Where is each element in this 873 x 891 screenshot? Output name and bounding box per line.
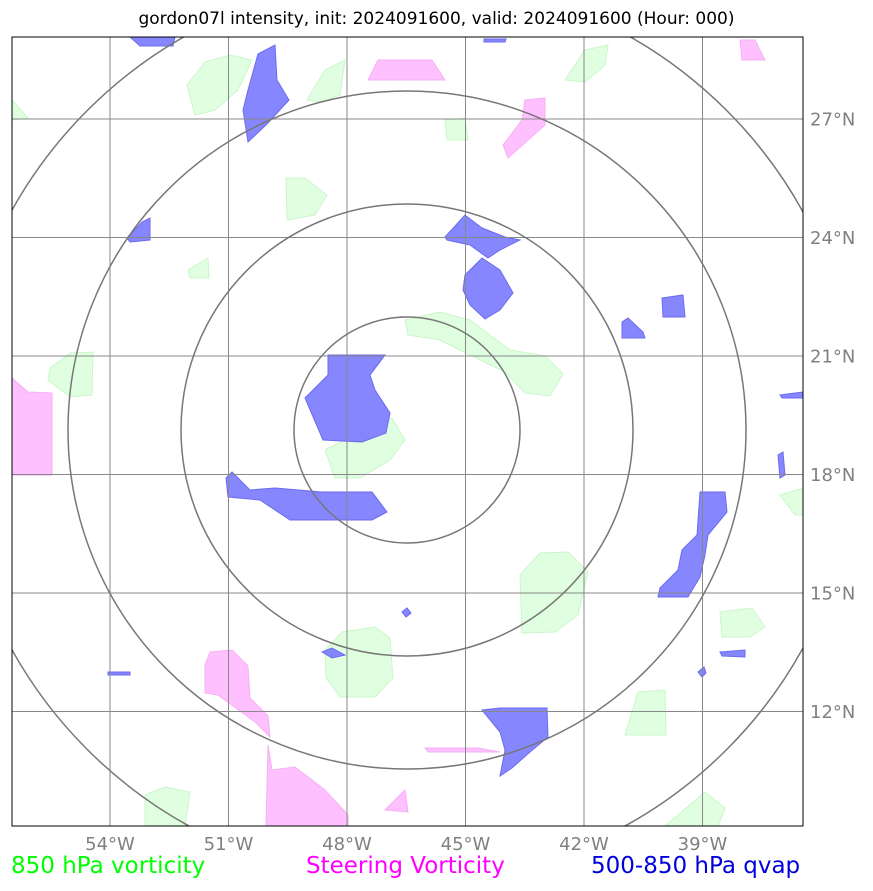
qvap-blob (107, 671, 131, 676)
steering-blob (12, 377, 53, 476)
vort850-blob (47, 351, 94, 398)
lat-tick-label: 21°N (810, 347, 855, 368)
lat-tick-label: 12°N (810, 702, 855, 723)
vort850-blob (779, 487, 803, 516)
lat-tick-label: 24°N (810, 228, 855, 249)
qvap-blob (719, 649, 746, 658)
vort850-blob (285, 177, 328, 221)
steering-blob (424, 747, 501, 753)
qvap-blob (661, 294, 686, 318)
steering-blob (383, 788, 409, 813)
qvap-blob (129, 37, 176, 47)
vort850-blob (306, 59, 346, 103)
map-frame (11, 36, 804, 827)
lat-tick-label: 27°N (810, 110, 855, 131)
qvap-blob (657, 491, 728, 598)
vort850-blob (404, 311, 564, 397)
vort850-blob (12, 99, 30, 121)
plot-title: gordon07l intensity, init: 2024091600, v… (138, 9, 735, 29)
steering-blob (502, 97, 546, 159)
vort850-blob (719, 607, 766, 638)
vort850-blob (444, 117, 469, 141)
qvap-blob (444, 214, 522, 259)
vort850-blob (624, 689, 667, 736)
range-ring-1 (293, 316, 521, 544)
vort850-blob (564, 44, 609, 83)
qvap-blob (242, 44, 290, 144)
lon-tick-label: 51°W (204, 834, 254, 855)
lon-tick-label: 42°W (559, 834, 609, 855)
legend-steering-vorticity: Steering Vorticity (306, 853, 505, 879)
qvap-blob (481, 707, 549, 778)
steering-blob (265, 744, 349, 826)
lon-tick-label: 45°W (441, 834, 491, 855)
steering-vorticity-contours (12, 39, 766, 826)
qvap-blob (462, 257, 514, 320)
vort850-blob (186, 54, 253, 116)
steering-blob (739, 39, 766, 61)
qvap-blob (225, 471, 388, 521)
steering-blob (204, 649, 271, 739)
range-ring-3 (67, 90, 747, 770)
longitude-tick-labels: 54°W 51°W 48°W 45°W 42°W 39°W (85, 834, 727, 855)
qvap-blob (320, 647, 347, 659)
vorticity-850-contours (12, 44, 803, 826)
qvap-blob (621, 317, 646, 339)
lon-tick-label: 54°W (85, 834, 135, 855)
lat-lon-gridlines (12, 37, 803, 826)
lat-tick-label: 18°N (810, 465, 855, 486)
vort850-blob (144, 786, 191, 826)
lon-tick-label: 39°W (678, 834, 728, 855)
latitude-tick-labels: 27°N 24°N 21°N 18°N 15°N 12°N (810, 110, 855, 724)
qvap-blob (401, 607, 412, 618)
legend-850hpa-vorticity: 850 hPa vorticity (11, 853, 206, 879)
lon-tick-label: 48°W (322, 834, 372, 855)
vort850-blob (187, 257, 210, 279)
steering-blob (367, 59, 446, 81)
qvap-blob (779, 391, 803, 399)
range-rings (12, 37, 803, 826)
vort850-blob (664, 791, 726, 826)
legend-qvap: 500-850 hPa qvap (591, 853, 801, 879)
qvap-blob (126, 217, 151, 243)
range-ring-2 (180, 203, 634, 657)
qvap-blob (483, 38, 507, 43)
lat-tick-label: 15°N (810, 584, 855, 605)
vort850-blob (324, 626, 394, 698)
